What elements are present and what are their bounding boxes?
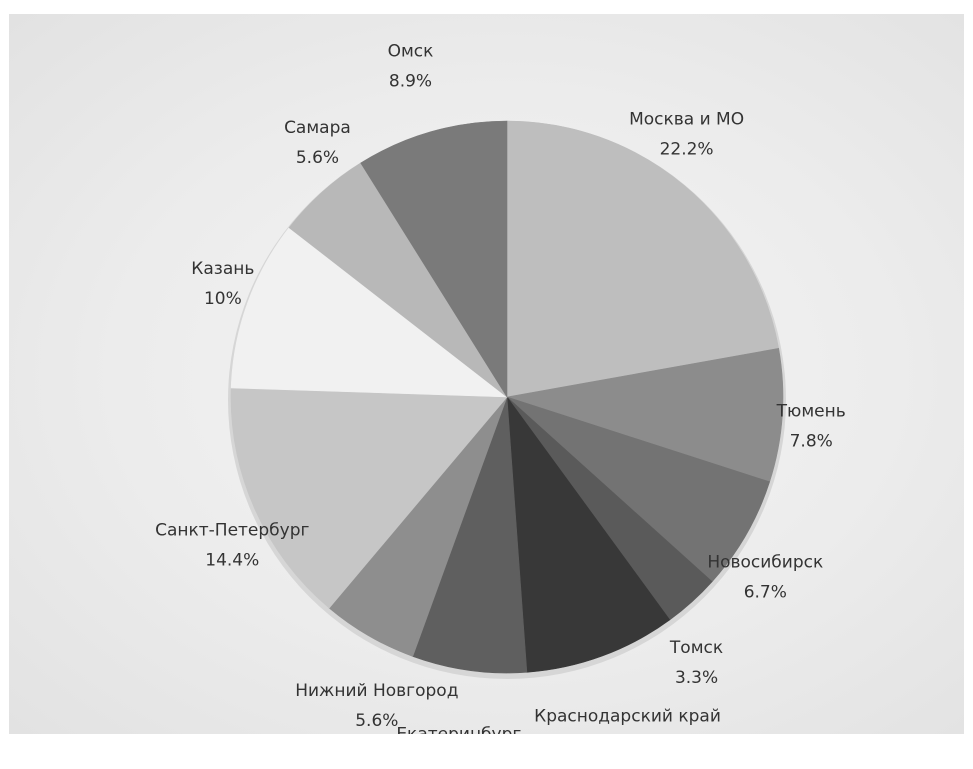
chart-panel: Москва и МО 22.2% Тюмень 7.8% Новосибирск 6.7… xyxy=(9,14,964,734)
slice-name: Нижний Новгород xyxy=(295,681,458,701)
slice-name: Томск xyxy=(669,638,723,658)
slice-name: Москва и МО xyxy=(629,110,744,130)
pie-slice-novosibirsk[interactable] xyxy=(506,396,771,583)
slice-percent: 10% xyxy=(204,289,242,309)
slice-name: Самара xyxy=(284,118,351,138)
slice-percent: 5.6% xyxy=(296,148,339,168)
slice-label-kazan: Казань 10% xyxy=(191,259,254,309)
pie-slice-moskva[interactable] xyxy=(506,120,780,398)
slice-percent: 7.8% xyxy=(790,432,833,452)
slice-label-tyumen: Тюмень 7.8% xyxy=(776,402,846,452)
pie-slice-ekaterinburg[interactable] xyxy=(412,396,528,674)
slice-label-samara: Самара 5.6% xyxy=(284,118,351,168)
slice-label-nizhny-novgorod: Нижний Новгород 5.6% xyxy=(295,681,458,731)
slice-name: Тюмень xyxy=(776,402,846,422)
pie-slice-krasnodar[interactable] xyxy=(506,395,671,673)
slice-name: Краснодарский край xyxy=(534,707,721,727)
pie-slice-omsk[interactable] xyxy=(360,120,508,399)
slice-name: Омск xyxy=(388,42,434,62)
slice-percent: 5.6% xyxy=(355,711,398,731)
slice-percent: 14.4% xyxy=(205,550,259,570)
slice-label-ekaterinburg: Екатеринбург6.7% xyxy=(396,725,521,734)
slice-name: Казань xyxy=(191,259,254,279)
slice-percent: 22.2% xyxy=(660,140,714,160)
slice-name: Санкт-Петербург xyxy=(155,520,309,540)
pie-slice-tyumen[interactable] xyxy=(506,347,784,483)
pie-slice-sankt-peterburg[interactable] xyxy=(230,387,508,609)
slice-label-omsk: Омск 8.9% xyxy=(388,42,434,92)
slice-name: Екатеринбург xyxy=(396,725,521,734)
slice-percent: 3.3% xyxy=(675,668,718,688)
slice-percent: 8.9% xyxy=(389,72,432,92)
slice-label-krasnodar: Краснодарский край8.9% xyxy=(534,707,721,734)
pie-chart: Москва и МО 22.2% Тюмень 7.8% Новосибирск 6.7… xyxy=(155,42,846,734)
slice-percent: 6.7% xyxy=(744,583,787,603)
slice-name: Новосибирск xyxy=(707,553,823,573)
pie-slice-kazan[interactable] xyxy=(230,227,508,398)
slice-label-novosibirsk: Новосибирск 6.7% xyxy=(707,553,823,603)
slice-label-tomsk: Томск 3.3% xyxy=(669,638,723,688)
slice-label-sankt-peterburg: Санкт-Петербург 14.4% xyxy=(155,520,309,570)
slice-label-moskva: Москва и МО 22.2% xyxy=(629,110,744,160)
